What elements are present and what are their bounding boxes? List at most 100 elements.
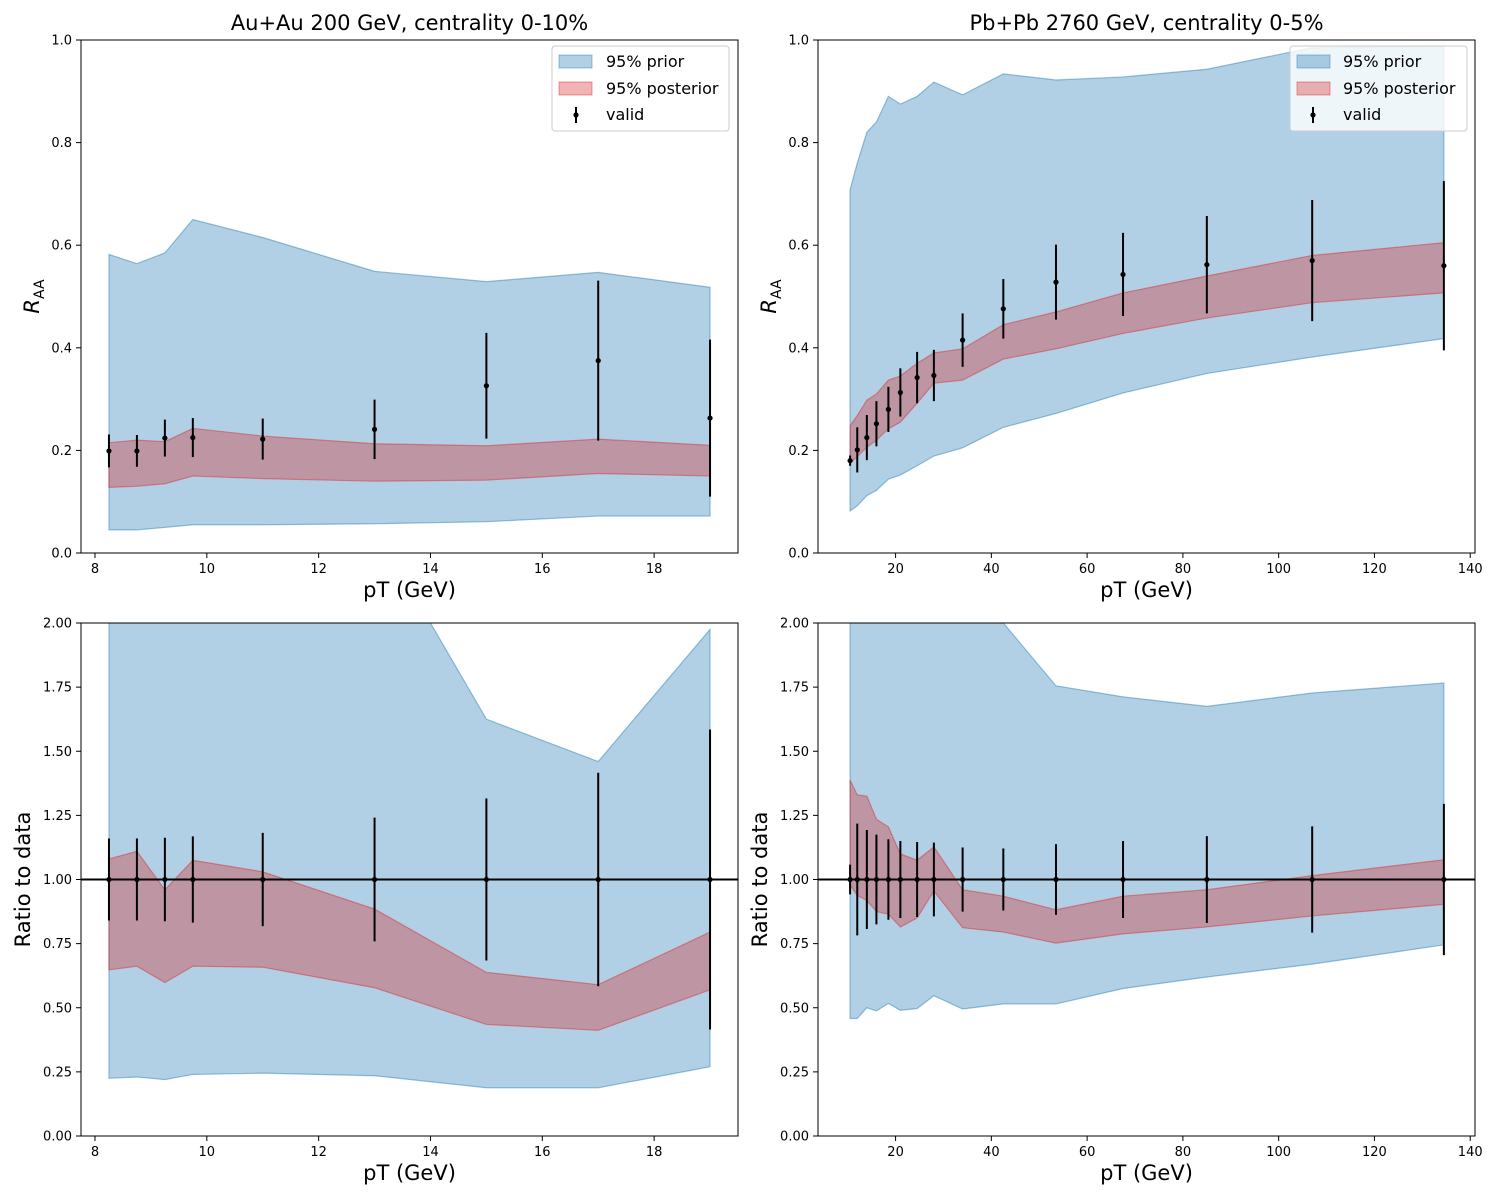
- prior-band: [108, 218, 711, 531]
- valid-point: [847, 876, 853, 883]
- prior-band: [849, 623, 1445, 1020]
- legend-box: [551, 45, 730, 132]
- x-tick-label: 40: [983, 562, 1000, 577]
- x-tick-label: 60: [1079, 562, 1096, 577]
- y-tick-label: 0.2: [788, 444, 809, 459]
- legend-posterior-swatch: [1296, 81, 1331, 96]
- legend-valid-marker: [573, 112, 579, 118]
- legend-posterior-label: 95% posterior: [1343, 79, 1456, 98]
- x-tick-label: 100: [1266, 1145, 1291, 1160]
- y-tick-label: 1.0: [51, 34, 72, 49]
- valid-point: [1053, 876, 1059, 883]
- valid-point: [1053, 279, 1059, 285]
- valid-point: [931, 372, 937, 379]
- valid-point: [847, 458, 853, 464]
- y-tick-label: 1.00: [43, 873, 72, 888]
- valid-point: [707, 415, 713, 421]
- panel-au-au-ratio: 8 10 12 14 16 18 0.00 0.25 0.50 0.75 1.00 1.25 1.50 1…: [11, 617, 739, 1185]
- axes: 8 10 12 14 16 18 0.0 0.2 0.4 0.6 0.8 1.0: [51, 34, 662, 578]
- x-axis-label: pT (GeV): [363, 1161, 456, 1185]
- valid-point: [483, 876, 489, 883]
- valid-point: [260, 436, 266, 442]
- axes-frame: [817, 622, 1476, 1137]
- legend: 95% prior 95% posterior valid: [551, 45, 730, 132]
- axes-frame: [80, 622, 739, 1137]
- valid-point: [885, 406, 891, 412]
- y-tick-label: 1.25: [43, 809, 72, 824]
- x-axis-label: pT (GeV): [363, 578, 456, 602]
- plot-area: [106, 218, 713, 531]
- x-tick-label: 100: [1266, 562, 1291, 577]
- legend-prior-swatch: [1296, 54, 1331, 69]
- y-tick-label: 0.00: [780, 1130, 809, 1145]
- x-tick-label: 8: [91, 562, 99, 577]
- y-tick-label: 0.8: [788, 136, 809, 151]
- x-tick-label: 18: [646, 1145, 663, 1160]
- legend-prior-label: 95% prior: [606, 52, 685, 71]
- valid-point: [864, 434, 870, 441]
- y-tick-label: 0.50: [780, 1001, 809, 1016]
- x-tick-label: 140: [1458, 562, 1483, 577]
- x-tick-label: 12: [310, 562, 327, 577]
- valid-point: [260, 876, 266, 883]
- x-tick-label: 10: [199, 562, 216, 577]
- x-tick-label: 120: [1362, 1145, 1387, 1160]
- legend-posterior-swatch: [558, 81, 593, 96]
- valid-point: [854, 447, 860, 453]
- axes: 20 40 60 80 100 120 140 0.00 0.25 0.50 0.75 1.00 1.2…: [780, 617, 1483, 1161]
- valid-point: [960, 876, 966, 883]
- y-tick-label: 0.00: [43, 1130, 72, 1145]
- legend-valid-label: valid: [1343, 105, 1381, 124]
- x-tick-label: 8: [91, 1145, 99, 1160]
- panel-title: Pb+Pb 2760 GeV, centrality 0-5%: [969, 11, 1323, 35]
- valid-point: [106, 876, 112, 883]
- y-tick-label: 1.00: [780, 873, 809, 888]
- valid-point: [190, 876, 196, 883]
- valid-point: [1441, 263, 1447, 269]
- valid-point: [931, 876, 937, 883]
- valid-point: [106, 448, 112, 454]
- valid-point: [190, 434, 196, 441]
- y-tick-label: 0.4: [788, 341, 809, 356]
- valid-point: [1000, 876, 1006, 883]
- x-axis-label: pT (GeV): [1100, 578, 1193, 602]
- plot-area: [818, 623, 1475, 1020]
- y-axis-label: Ratio to data: [11, 812, 35, 948]
- plot-area: [81, 623, 738, 1089]
- x-axis-label: pT (GeV): [1100, 1161, 1193, 1185]
- y-axis-label: RAA: [20, 279, 48, 314]
- legend-prior-swatch: [558, 54, 593, 69]
- x-tick-label: 120: [1362, 562, 1387, 577]
- valid-point: [854, 876, 860, 883]
- valid-point: [1204, 876, 1210, 883]
- x-tick-label: 12: [310, 1145, 327, 1160]
- x-tick-label: 18: [646, 562, 663, 577]
- x-tick-label: 20: [887, 562, 904, 577]
- valid-point: [134, 448, 140, 454]
- valid-point: [1204, 262, 1210, 268]
- x-tick-label: 10: [199, 1145, 216, 1160]
- legend: 95% prior 95% posterior valid: [1289, 45, 1468, 132]
- valid-point: [707, 876, 713, 883]
- legend-box: [1289, 45, 1468, 132]
- valid-point: [1441, 876, 1447, 883]
- y-axis-label: RAA: [757, 279, 785, 314]
- legend-valid-label: valid: [606, 105, 644, 124]
- valid-point: [1309, 257, 1315, 264]
- valid-point: [1120, 876, 1126, 883]
- valid-point: [1120, 271, 1126, 278]
- y-tick-label: 0.0: [788, 547, 809, 562]
- valid-point: [864, 876, 870, 883]
- panel-pb-pb-raa: Pb+Pb 2760 GeV, centrality 0-5% 20 40 60 80…: [757, 11, 1483, 602]
- valid-point: [134, 876, 140, 883]
- legend-posterior-label: 95% posterior: [606, 79, 719, 98]
- x-tick-label: 80: [1175, 562, 1192, 577]
- x-tick-label: 14: [422, 562, 439, 577]
- axes-frame: [817, 39, 1476, 554]
- y-tick-label: 0.50: [43, 1001, 72, 1016]
- valid-point: [897, 876, 903, 883]
- x-tick-label: 140: [1458, 1145, 1483, 1160]
- panel-au-au-raa: Au+Au 200 GeV, centrality 0-10% 8 10 12 14 1…: [20, 11, 739, 602]
- valid-point: [483, 383, 489, 389]
